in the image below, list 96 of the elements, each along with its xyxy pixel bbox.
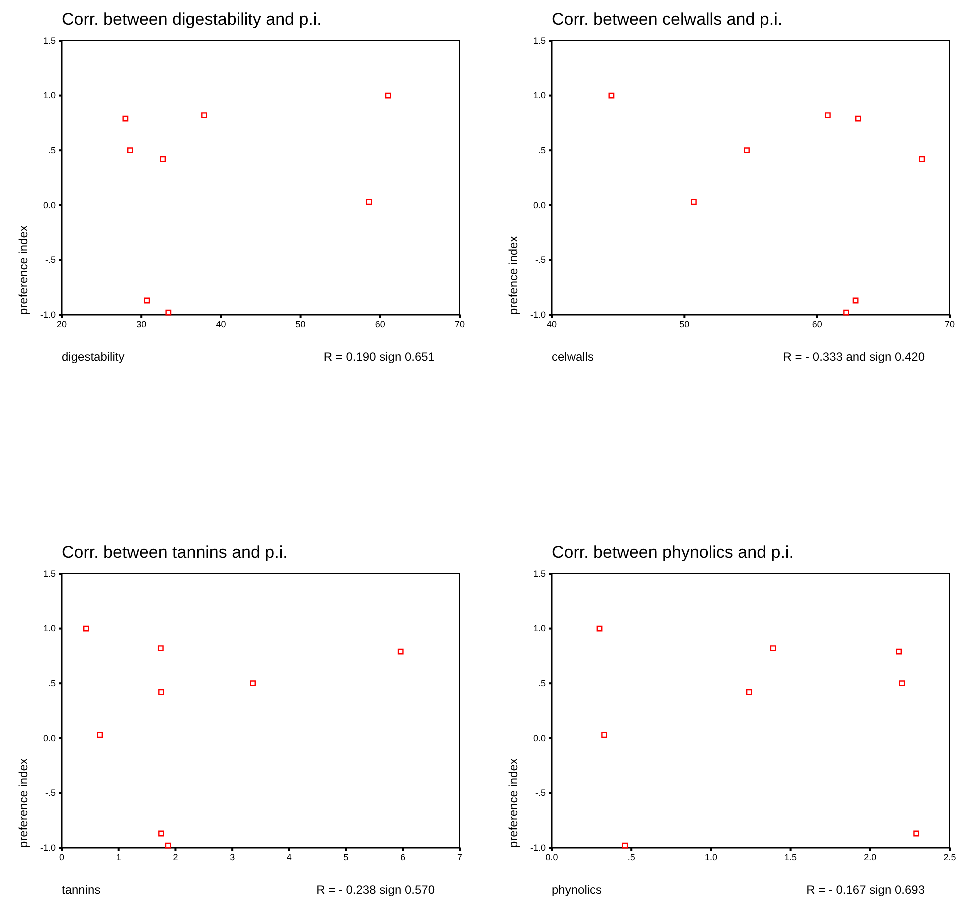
point	[366, 199, 372, 206]
point	[158, 830, 164, 837]
x-axis-title: celwalls	[552, 350, 594, 364]
point	[919, 156, 926, 162]
point	[746, 689, 752, 696]
chart-title: Corr. between celwalls and p.i.	[552, 10, 783, 29]
text: R = 0.190 sign 0.651	[324, 350, 436, 364]
x-tick-label: 30	[136, 319, 147, 330]
y-tick-label: 0.0	[533, 733, 546, 744]
x-tick-label: 2.5	[944, 852, 956, 862]
y-tick-label: -1.0	[530, 310, 546, 320]
x-tick-label: 70	[944, 319, 956, 330]
x-tick-label: 20	[56, 319, 68, 330]
point	[128, 148, 134, 154]
x-tick-label: 40	[216, 319, 226, 330]
point	[622, 842, 628, 849]
y-tick-label: 0.0	[533, 200, 546, 210]
x-axis-title: digestability	[62, 350, 125, 364]
y-tick-label: 1.5	[533, 36, 546, 46]
x-tick-label: 5	[344, 852, 349, 862]
point	[602, 732, 608, 738]
point	[914, 830, 920, 837]
text: R = - 0.333 and sign 0.420	[783, 350, 926, 364]
y-tick-label: -.5	[45, 255, 56, 266]
x-axis-title: phynolics	[552, 883, 602, 897]
y-tick-label: 1.5	[43, 568, 56, 579]
y-tick-label: 1.5	[533, 568, 546, 579]
y-tick-label: .5	[538, 145, 546, 156]
x-tick-label: 0	[59, 852, 65, 862]
y-tick-label: 1.0	[533, 90, 546, 101]
point	[158, 646, 164, 652]
y-tick-label: 1.0	[43, 90, 56, 101]
text: R = - 0.238 sign 0.570	[316, 883, 436, 897]
point	[398, 648, 404, 655]
x-tick-label: 60	[375, 319, 386, 330]
y-axis-title: preference index	[506, 758, 521, 848]
point	[158, 689, 164, 696]
point	[844, 310, 850, 316]
x-tick-label: 50	[296, 319, 306, 330]
point	[744, 148, 750, 154]
point	[825, 112, 831, 118]
point	[165, 842, 172, 849]
point	[84, 626, 90, 632]
point	[608, 92, 615, 99]
point	[691, 199, 697, 206]
point	[202, 112, 208, 118]
point	[385, 92, 392, 99]
y-tick-label: -1.0	[40, 310, 56, 320]
chart-title: Corr. between tannins and p.i.	[62, 543, 288, 562]
y-tick-label: .5	[48, 145, 56, 156]
point	[160, 156, 166, 162]
chart-title: Corr. between digestability and p.i.	[62, 10, 322, 29]
point	[770, 646, 776, 652]
y-tick-label: 1.5	[43, 36, 56, 46]
x-tick-label: 1	[116, 852, 122, 862]
x-tick-label: 70	[454, 319, 466, 330]
x-tick-label: 6	[400, 852, 406, 862]
y-axis-title: preference index	[16, 758, 31, 848]
point	[896, 648, 902, 655]
x-tick-label: 3	[230, 852, 236, 862]
x-tick-label: 50	[680, 319, 690, 330]
x-tick-label: 1.0	[704, 852, 718, 862]
x-tick-label: 40	[546, 319, 558, 330]
y-axis-title: prefence index	[506, 236, 521, 315]
point	[250, 680, 256, 687]
x-tick-label: 4	[286, 852, 292, 862]
y-tick-label: -.5	[535, 788, 546, 798]
point	[144, 298, 150, 304]
y-tick-label: .5	[538, 678, 546, 688]
text: R = - 0.167 sign 0.693	[806, 883, 926, 897]
y-tick-label: 1.0	[43, 624, 56, 634]
y-tick-label: 0.0	[43, 733, 56, 744]
y-tick-label: .5	[48, 678, 56, 688]
x-tick-label: 2.0	[864, 852, 877, 862]
y-tick-label: -1.0	[530, 842, 546, 853]
y-tick-label: -1.0	[40, 842, 56, 853]
x-tick-label: 7	[457, 852, 463, 862]
point	[166, 310, 172, 316]
point	[899, 680, 906, 687]
point	[852, 298, 859, 304]
y-axis-title: preference index	[16, 226, 31, 315]
point	[122, 116, 129, 122]
y-tick-label: -.5	[535, 255, 546, 266]
x-axis-title: tannins	[62, 883, 101, 897]
point	[596, 626, 603, 632]
x-tick-label: 60	[812, 319, 822, 330]
y-tick-label: 0.0	[43, 200, 56, 210]
y-tick-label: 1.0	[533, 624, 546, 634]
y-tick-label: -.5	[45, 788, 56, 798]
x-tick-label: 1.5	[784, 852, 798, 862]
point	[856, 116, 862, 122]
x-tick-label: 2	[173, 852, 178, 862]
point	[97, 732, 104, 738]
chart-title: Corr. between phynolics and p.i.	[552, 543, 794, 562]
x-tick-label: 0.0	[546, 852, 558, 862]
x-tick-label: .5	[628, 852, 636, 862]
